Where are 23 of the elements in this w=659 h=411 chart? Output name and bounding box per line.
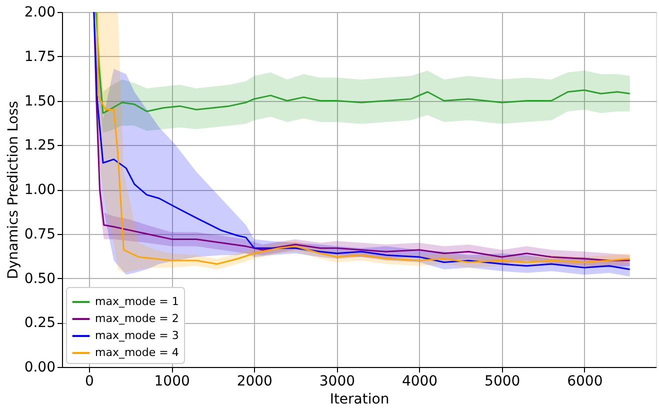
x-tick-label: 5000 xyxy=(484,374,520,390)
y-axis-title: Dynamics Prediction Loss xyxy=(5,100,22,280)
x-tick-label: 1000 xyxy=(154,374,190,390)
y-tick-label: 2.00 xyxy=(24,4,56,20)
legend-label: max_mode = 2 xyxy=(95,312,179,325)
y-tick-label: 1.50 xyxy=(24,93,56,110)
y-tick-label: 1.75 xyxy=(24,48,56,65)
x-tick-label: 6000 xyxy=(567,374,603,390)
x-axis-title: Iteration xyxy=(330,392,390,408)
y-tick-label: 0.00 xyxy=(24,360,56,376)
x-tick-label: 2000 xyxy=(236,374,272,390)
line-series xyxy=(95,12,631,114)
legend-label: max_mode = 3 xyxy=(95,329,179,342)
x-tick-label: 4000 xyxy=(402,374,438,390)
y-tick-label: 0.50 xyxy=(24,270,56,287)
legend-label: max_mode = 1 xyxy=(95,295,179,308)
y-tick-label: 1.25 xyxy=(24,138,56,154)
y-tick-label: 0.75 xyxy=(24,226,56,242)
y-tick-label: 1.00 xyxy=(24,182,56,198)
y-tick-label: 0.25 xyxy=(24,315,56,332)
legend-label: max_mode = 4 xyxy=(95,346,179,359)
x-tick-label: 3000 xyxy=(319,374,356,390)
x-tick-label: 0 xyxy=(85,374,94,390)
